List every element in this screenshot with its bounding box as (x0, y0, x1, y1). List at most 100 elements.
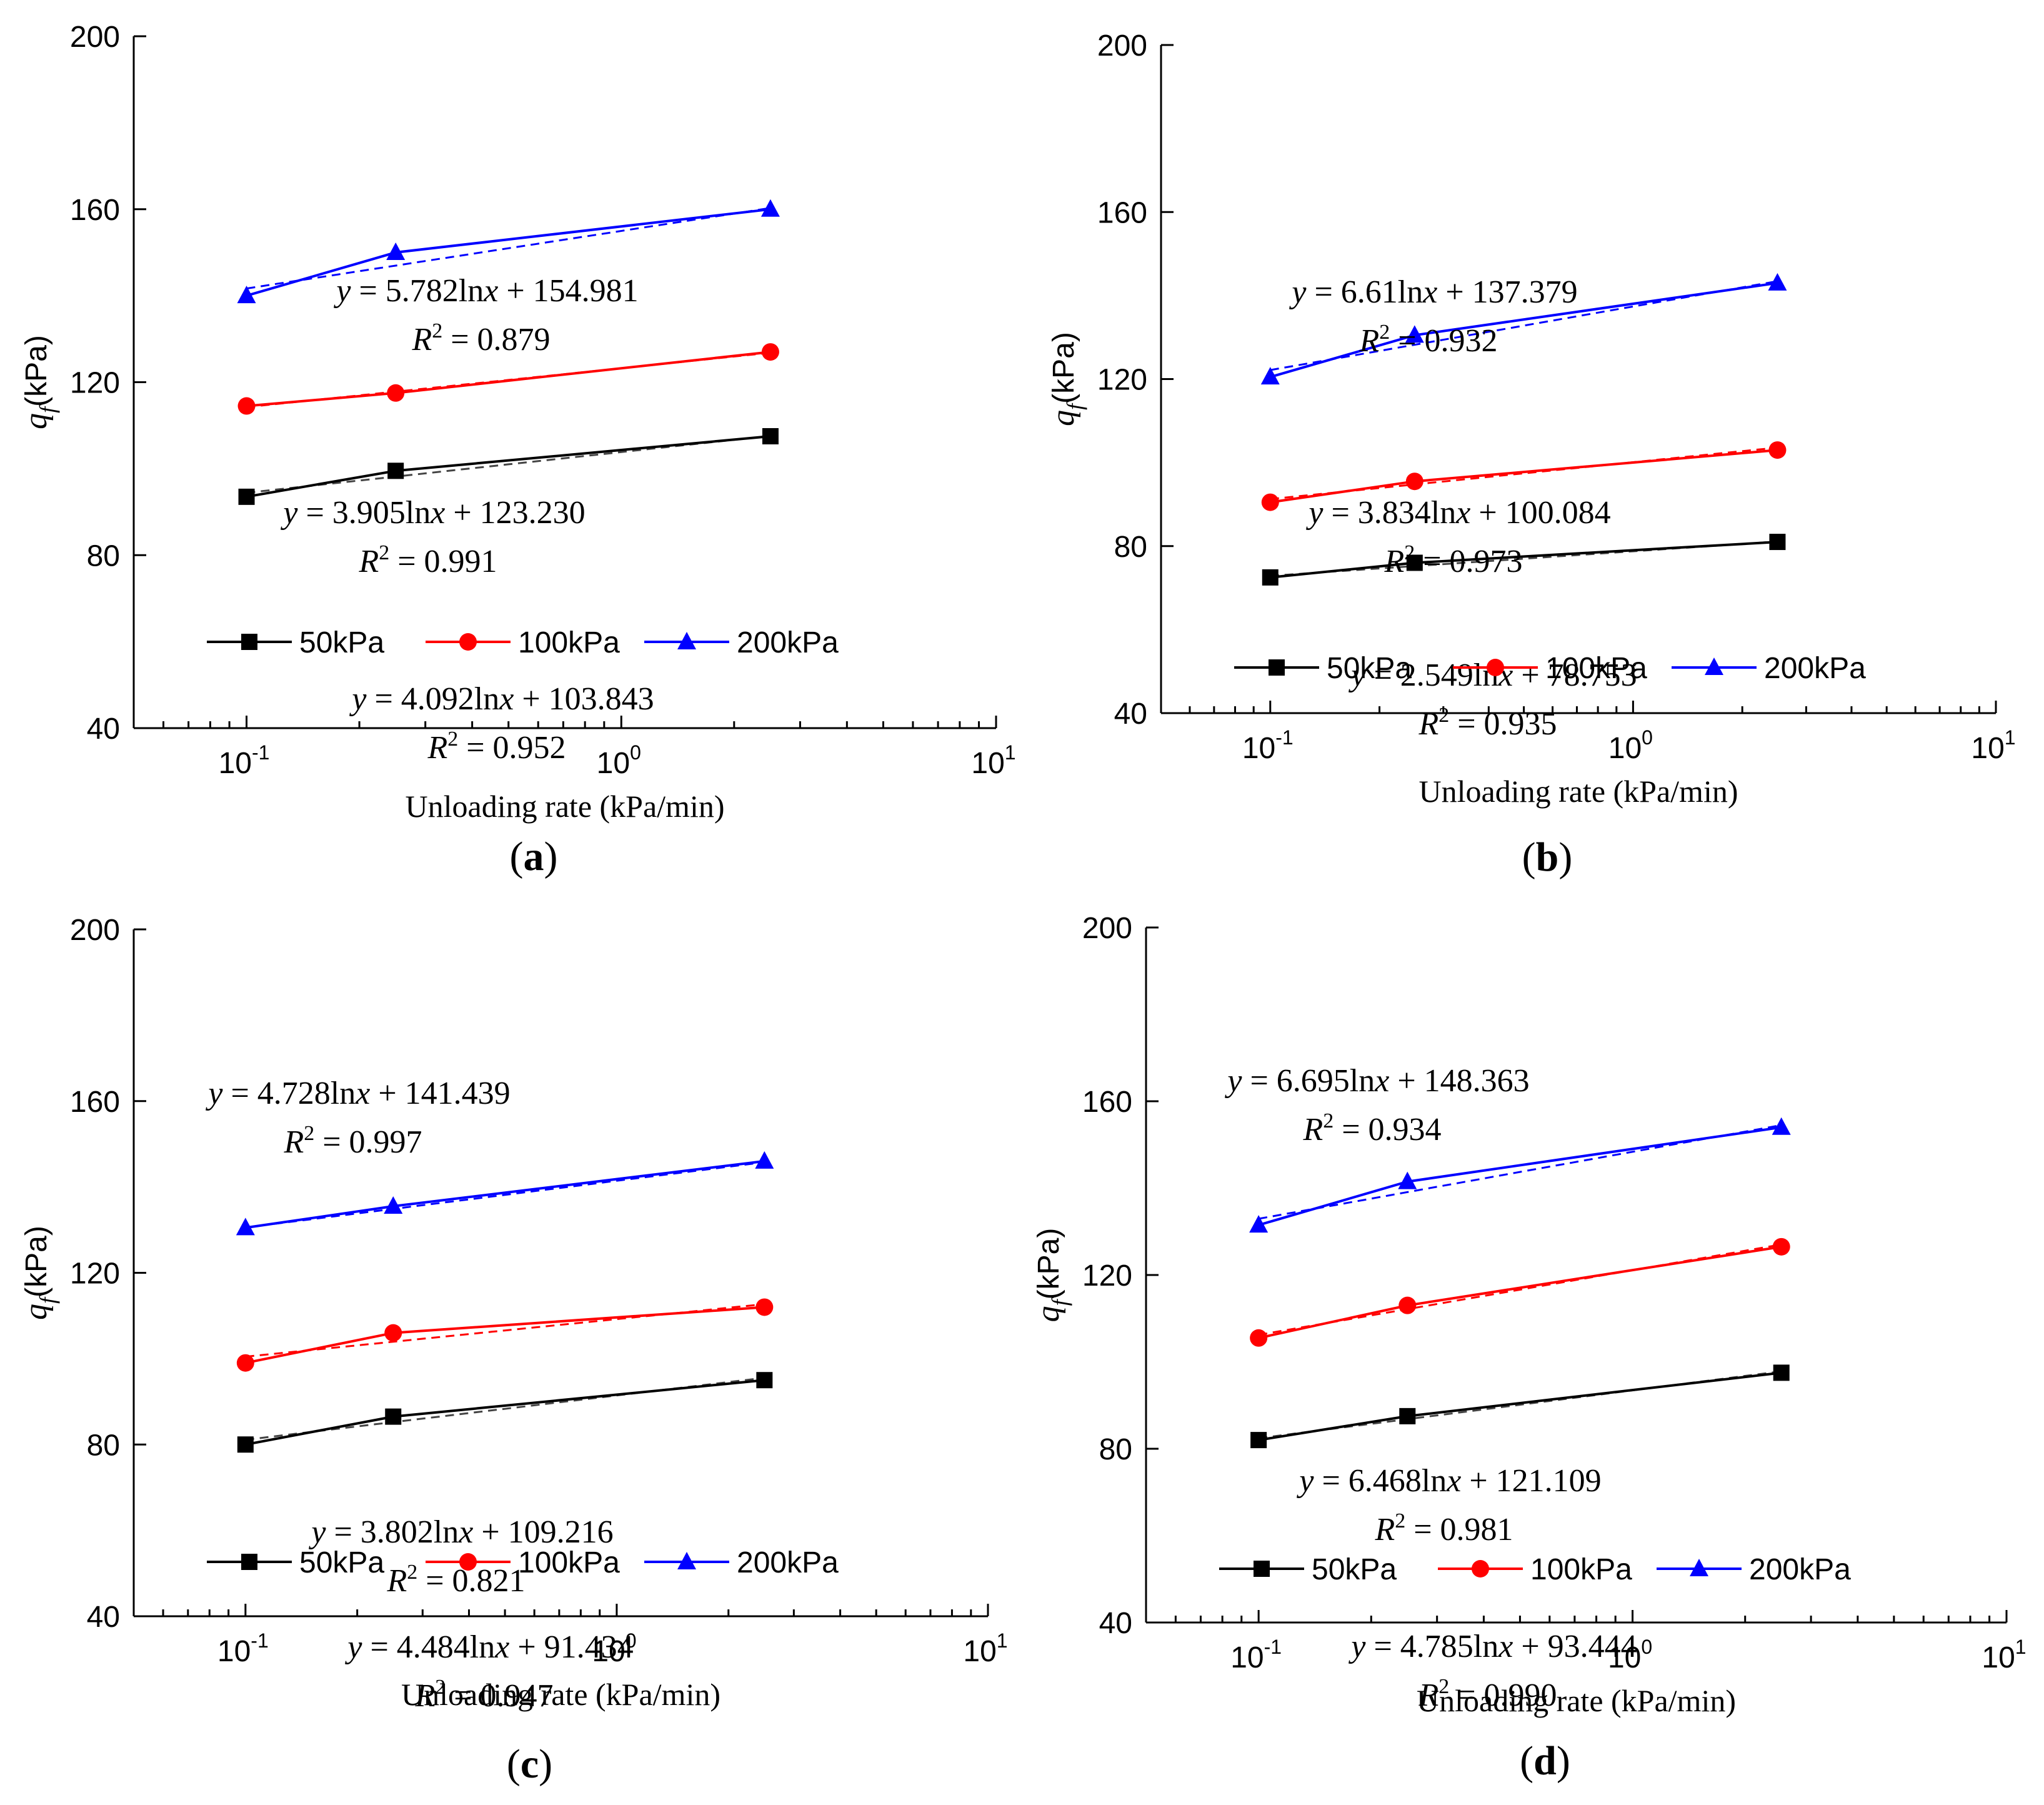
eq-y: y (1224, 1063, 1242, 1099)
series-200kPa (236, 1151, 774, 1236)
x-tick-label: 101 (971, 741, 1015, 780)
data-point (1773, 1364, 1790, 1381)
x-tick-exponent: 1 (2015, 1636, 2027, 1658)
series-50kPa (238, 428, 779, 505)
eq-y: y (1348, 1629, 1366, 1664)
eq-x: x (494, 1629, 509, 1665)
y-axis-label: qf(kPa) (18, 1226, 60, 1320)
eq-x: x (499, 681, 514, 717)
r2-value: = 0.932 (1390, 323, 1497, 359)
caption-letter: d (1533, 1738, 1557, 1784)
fit-equation: y = 4.728lnx + 141.439 (205, 1076, 510, 1111)
data-point (755, 1298, 774, 1316)
fit-equation: y = 6.468lnx + 121.109 (1296, 1463, 1601, 1499)
eq-y: y (1296, 1463, 1314, 1499)
caption-open: ( (1522, 834, 1536, 880)
x-tick-exponent: -1 (1275, 726, 1293, 749)
legend-item-100kPa: 100kPa (1438, 1553, 1632, 1586)
legend-marker (1705, 658, 1723, 675)
series-200kPa (1260, 272, 1787, 385)
fit-equation: y = 3.802lnx + 109.216 (308, 1514, 613, 1550)
data-point (761, 343, 779, 361)
series-100kPa (237, 343, 779, 415)
r2-sup: 2 (1379, 321, 1390, 344)
fit-r2: R2 = 0.952 (427, 728, 566, 766)
r2-sup: 2 (432, 319, 442, 342)
eq-mid: = 4.785ln (1365, 1629, 1498, 1664)
eq-mid: = 3.834ln (1323, 495, 1456, 531)
y-label-unit: (kPa) (20, 1226, 53, 1298)
x-axis-label: Unloading rate (kPa/min) (1419, 774, 1738, 809)
legend-item-50kPa: 50kPa (1219, 1553, 1397, 1586)
series-50kPa (1262, 534, 1786, 586)
legend-label: 100kPa (518, 626, 620, 659)
y-tick-label: 200 (70, 914, 120, 947)
eq-mid: = 4.728ln (222, 1076, 356, 1111)
r2-sup: 2 (1404, 541, 1415, 564)
fit-equation: y = 3.905lnx + 123.230 (280, 495, 585, 531)
r2-value: = 0.997 (314, 1124, 422, 1160)
eq-y: y (1289, 274, 1307, 310)
eq-y: y (344, 1629, 362, 1665)
x-tick-base: 10 (592, 1635, 625, 1668)
fit-equation: y = 4.092lnx + 103.843 (349, 681, 654, 717)
r2-label: R (1302, 1112, 1323, 1148)
x-tick-exponent: 1 (1005, 741, 1016, 764)
x-tick-label: 10-1 (219, 741, 270, 780)
y-label-unit: (kPa) (1047, 332, 1080, 404)
panel-caption: (c) (507, 1741, 552, 1787)
r2-label: R (358, 544, 379, 579)
r2-label: R (1374, 1512, 1395, 1548)
eq-y: y (308, 1514, 326, 1550)
eq-x: x (1446, 1463, 1461, 1499)
caption-letter: b (1536, 834, 1559, 880)
fit-r2: R2 = 0.991 (358, 541, 497, 579)
legend-marker (677, 1552, 696, 1569)
fit-r2: R2 = 0.932 (1359, 321, 1497, 359)
eq-mid: = 3.905ln (297, 495, 431, 531)
eq-y: y (1305, 495, 1324, 531)
data-point (1405, 325, 1424, 343)
r2-label: R (386, 1563, 407, 1599)
x-tick-base: 10 (1982, 1641, 2015, 1674)
data-point (760, 199, 780, 217)
eq-x: x (1374, 1063, 1389, 1099)
caption-close: ) (1557, 1738, 1570, 1784)
panel-caption: (a) (510, 834, 558, 879)
eq-mid: = 4.484ln (362, 1629, 495, 1665)
legend-item-50kPa: 50kPa (207, 1546, 384, 1579)
y-tick-label: 160 (1082, 1086, 1132, 1119)
eq-x: x (458, 1514, 473, 1550)
y-tick-label: 80 (87, 1429, 120, 1462)
caption-letter: c (521, 1741, 539, 1787)
data-point (237, 397, 256, 415)
eq-x: x (483, 273, 498, 309)
r2-label: R (414, 1678, 435, 1714)
r2-label: R (1418, 1678, 1438, 1713)
x-tick-label: 101 (1982, 1636, 2026, 1674)
eq-y: y (205, 1076, 223, 1111)
eq-rest: + 93.444 (1513, 1629, 1637, 1664)
legend-item-100kPa: 100kPa (426, 1546, 620, 1579)
r2-value: = 0.991 (389, 544, 497, 579)
legend-label: 100kPa (518, 1546, 620, 1579)
eq-mid: = 3.802ln (326, 1514, 459, 1550)
r2-sup: 2 (1395, 1509, 1405, 1532)
data-point (238, 488, 255, 505)
y-tick-label: 200 (70, 21, 120, 54)
y-tick-label: 200 (1097, 29, 1147, 62)
data-point (762, 428, 779, 444)
y-tick-label: 40 (87, 712, 120, 746)
legend-item-50kPa: 50kPa (1234, 652, 1412, 685)
x-tick-base: 10 (1608, 732, 1642, 765)
y-label-symbol: q (18, 1304, 54, 1320)
x-tick-label: 10-1 (1242, 726, 1294, 765)
r2-label: R (1383, 544, 1404, 579)
y-tick-label: 200 (1082, 912, 1132, 945)
legend-label: 100kPa (1530, 1553, 1632, 1586)
legend-item-100kPa: 100kPa (1453, 652, 1647, 685)
x-tick-base: 10 (971, 747, 1004, 780)
eq-rest: + 91.434 (509, 1629, 633, 1665)
legend-label: 200kPa (1764, 652, 1866, 685)
x-tick-label: 100 (1608, 1636, 1652, 1674)
